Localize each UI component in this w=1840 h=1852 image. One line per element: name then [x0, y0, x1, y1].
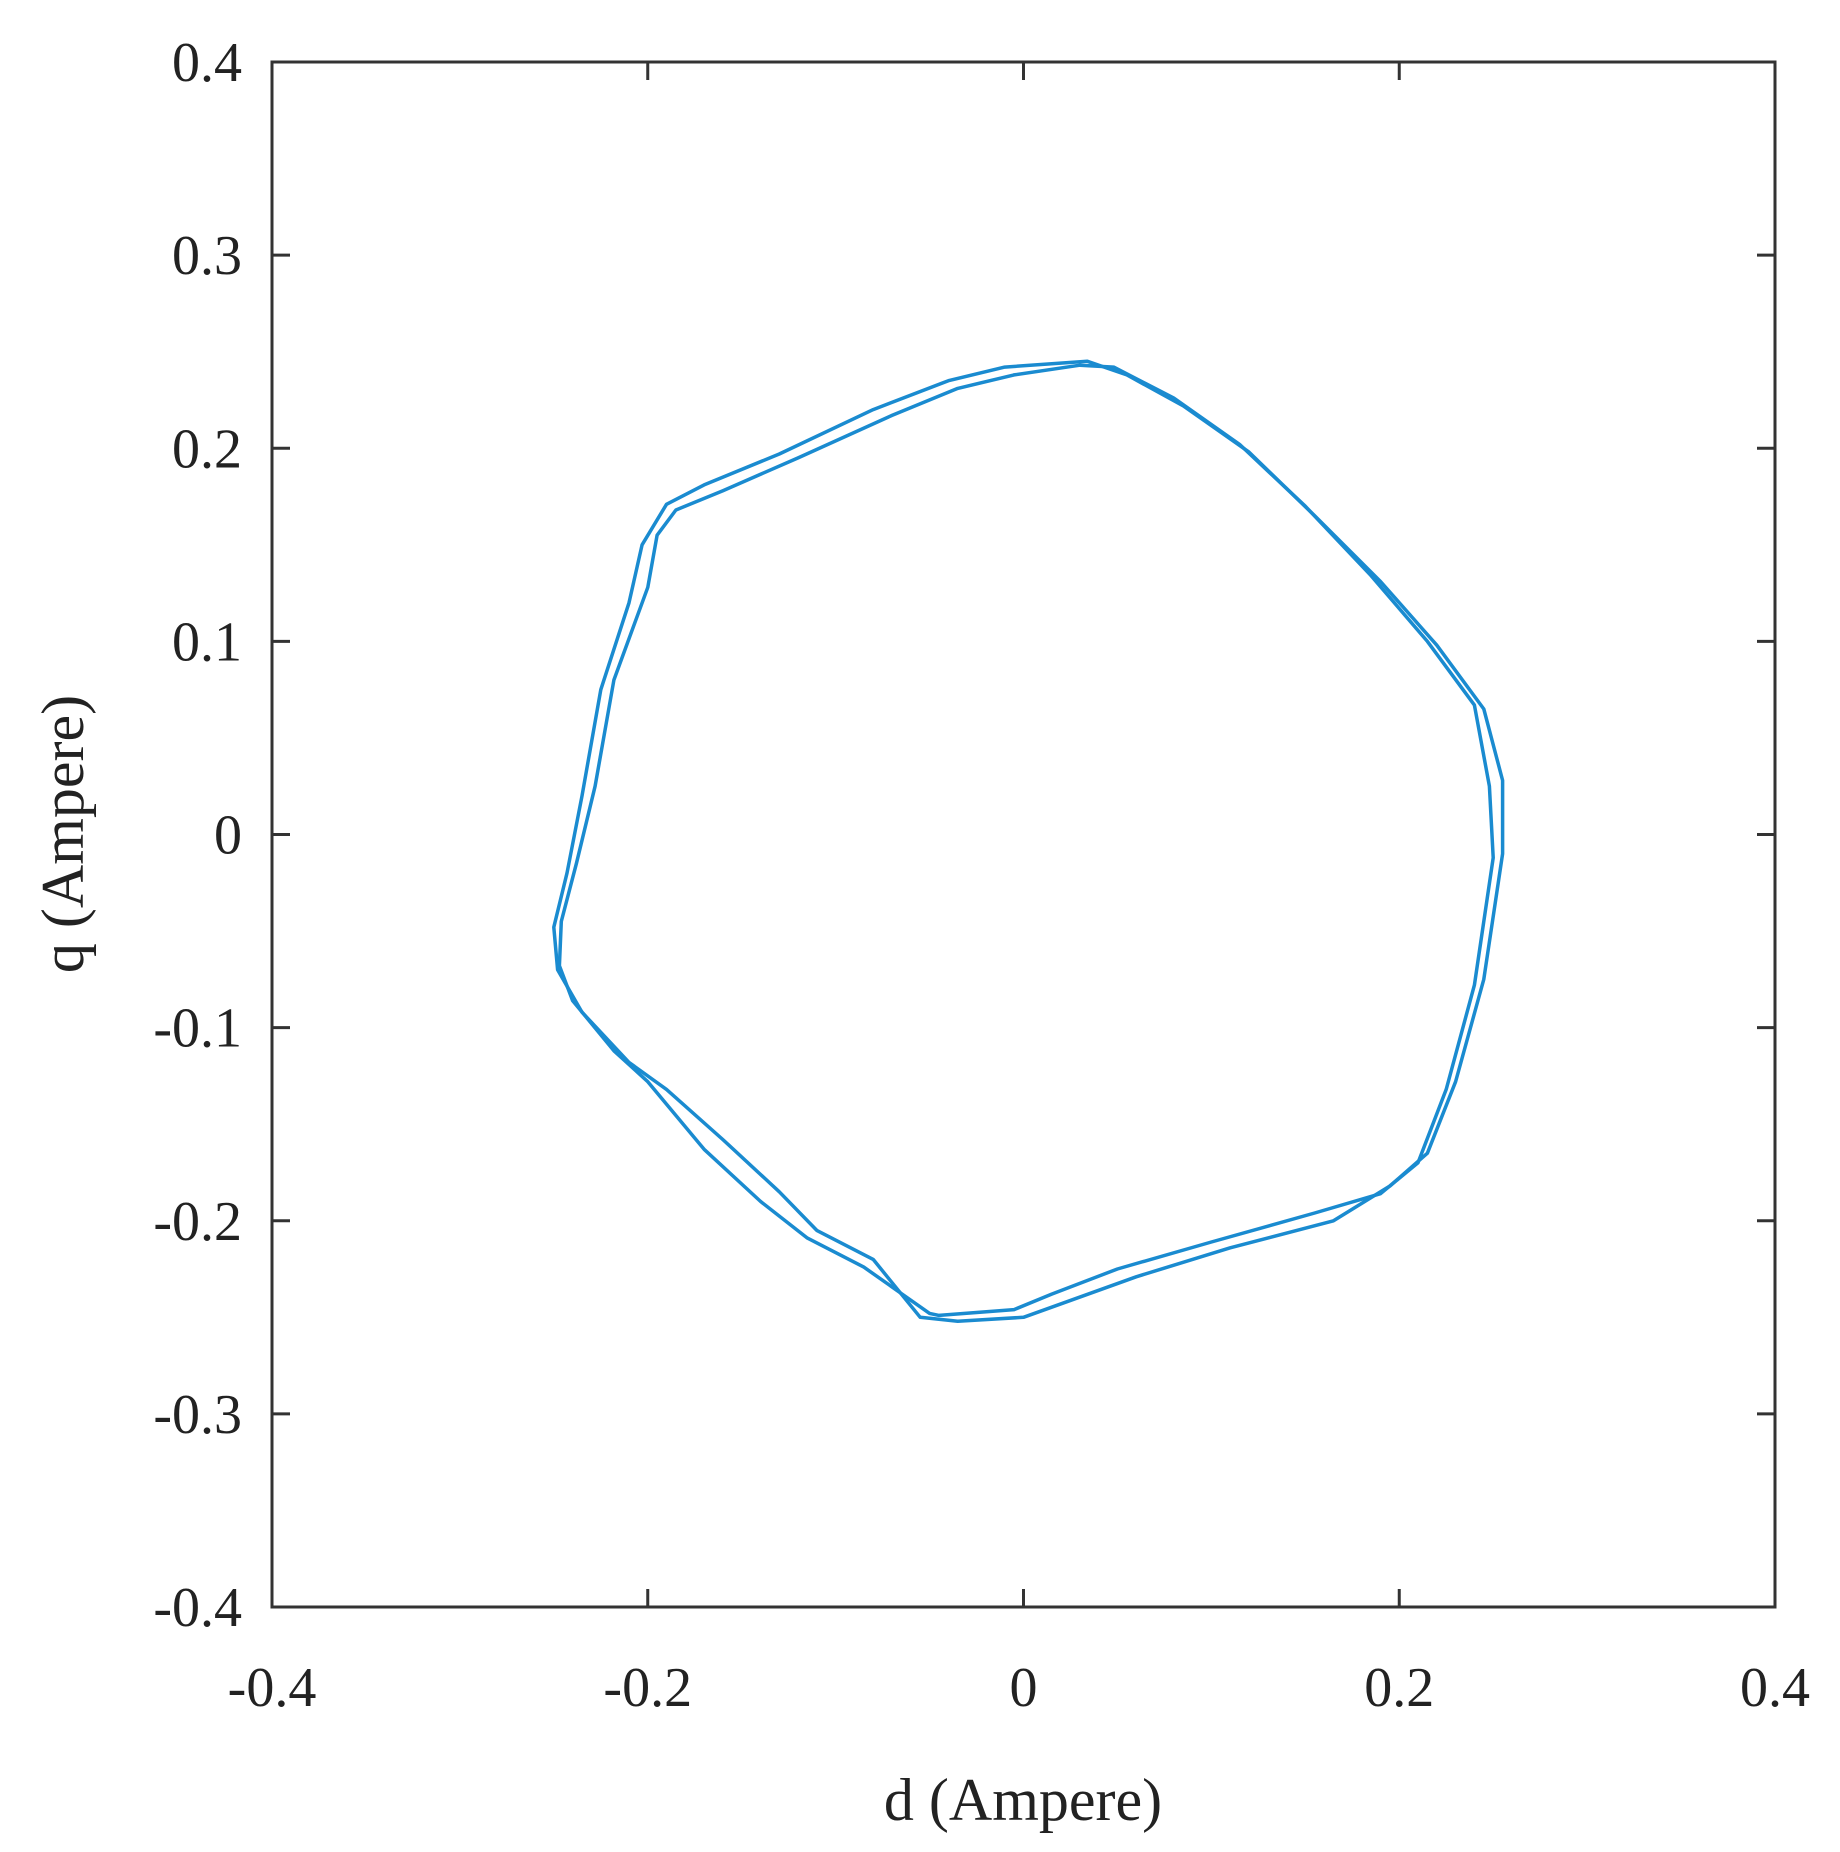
x-tick-label: 0.2 [1364, 1657, 1434, 1719]
series-group [552, 359, 1505, 1323]
x-axis-label: d (Ampere) [884, 1767, 1162, 1833]
y-tick-label: -0.3 [153, 1384, 242, 1446]
x-tick-label: -0.2 [603, 1657, 692, 1719]
y-tick-label: 0.2 [172, 418, 242, 480]
x-tick-label: 0 [1010, 1657, 1038, 1719]
ticks [270, 60, 1777, 1609]
series-line-1 [552, 359, 1505, 1323]
x-tick-label: -0.4 [228, 1657, 317, 1719]
y-tick-label: 0.3 [172, 225, 242, 287]
x-tick-label: 0.4 [1740, 1657, 1810, 1719]
y-tick-label: -0.2 [153, 1191, 242, 1253]
plot-frame [270, 60, 1777, 1609]
y-tick-label: 0 [214, 805, 242, 867]
y-axis-label: q (Ampere) [30, 695, 96, 973]
y-tick-label: 0.4 [172, 32, 242, 94]
y-tick-label: 0.1 [172, 611, 242, 673]
tick-labels: -0.4 -0.2 0 0.2 0.4 0.4 0.3 0.2 0.1 0 -0.1 -0.2 -0.3… [153, 32, 1810, 1719]
y-tick-label: -0.4 [153, 1577, 242, 1639]
series-line-2 [557, 363, 1495, 1318]
y-tick-label: -0.1 [153, 998, 242, 1060]
